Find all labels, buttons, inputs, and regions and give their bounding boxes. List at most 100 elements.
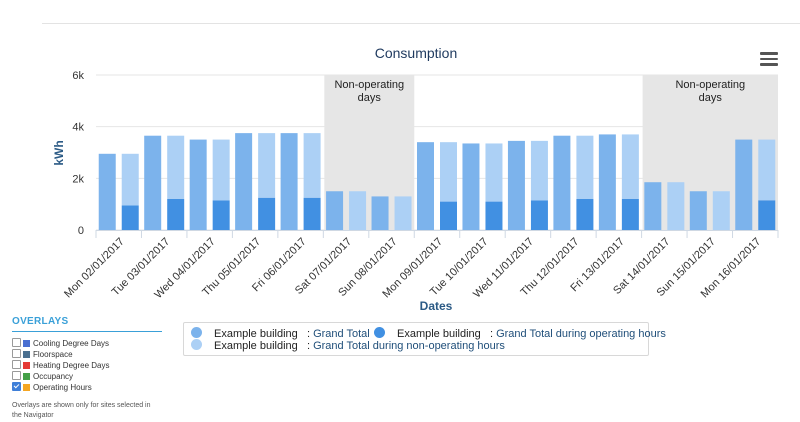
- legend-series: Grand Total during non-operating hours: [313, 340, 505, 352]
- checkbox[interactable]: [12, 338, 21, 347]
- bar-non-operating-hours: [121, 153, 139, 206]
- bar-non-operating-hours: [485, 143, 503, 202]
- bar-grand-total: [507, 140, 525, 230]
- legend-dot-icon: [191, 339, 202, 350]
- bar-non-operating-hours: [167, 135, 185, 199]
- bar-grand-total: [462, 143, 480, 230]
- overlay-swatch: [23, 384, 30, 391]
- bar-operating-hours: [258, 197, 276, 230]
- overlay-label: Operating Hours: [33, 383, 92, 392]
- overlay-label: Floorspace: [33, 350, 73, 359]
- legend-row-2: Example building : Grand Total during no…: [184, 338, 648, 354]
- bar-non-operating-hours: [576, 135, 594, 199]
- overlay-floorspace[interactable]: Floorspace: [12, 349, 162, 360]
- overlays-panel: OVERLAYS Cooling Degree Days Floorspace …: [12, 316, 162, 421]
- overlay-label: Heating Degree Days: [33, 361, 110, 370]
- bar-operating-hours: [212, 200, 230, 230]
- grid-lines: [96, 74, 778, 231]
- bar-grand-total: [326, 191, 344, 230]
- bar-grand-total: [371, 196, 389, 230]
- chart-title: Consumption: [375, 45, 458, 61]
- bar-operating-hours: [303, 197, 321, 230]
- bar-grand-total: [417, 142, 434, 230]
- bar-operating-hours: [530, 200, 548, 230]
- legend-dot-icon: [191, 327, 202, 338]
- band-label-line2: days: [358, 92, 382, 104]
- legend-series: Grand Total: [313, 328, 370, 340]
- y-tick-label: 2k: [72, 173, 84, 185]
- bar-non-operating-hours: [349, 191, 367, 230]
- y-tick-label: 4k: [72, 122, 84, 134]
- top-divider: [42, 23, 800, 24]
- overlays-title: OVERLAYS: [12, 316, 162, 332]
- checkbox[interactable]: [12, 349, 21, 358]
- legend-item-grand-total[interactable]: Example building : Grand Total: [191, 326, 370, 342]
- overlays-note: Overlays are shown only for sites select…: [12, 402, 151, 419]
- band-label-line2: days: [699, 92, 723, 104]
- legend-row-1: Example building : Grand Total Example b…: [184, 326, 666, 342]
- bar-grand-total: [189, 139, 207, 230]
- bar-non-operating-hours: [712, 191, 730, 230]
- bar-operating-hours: [621, 199, 639, 230]
- bar-grand-total: [280, 133, 298, 230]
- legend-series: Grand Total during operating hours: [496, 328, 666, 340]
- band-label-line1: Non-operating: [675, 79, 745, 91]
- bar-grand-total: [553, 135, 571, 230]
- overlay-cooling-degree-days[interactable]: Cooling Degree Days: [12, 338, 162, 349]
- bar-non-operating-hours: [303, 133, 321, 198]
- legend-building: Example building: [214, 328, 298, 340]
- bar-grand-total: [598, 134, 616, 230]
- overlay-swatch: [23, 340, 30, 347]
- bar-grand-total: [144, 135, 162, 230]
- checkbox-checked[interactable]: [12, 382, 21, 391]
- chart-menu-button[interactable]: [760, 52, 778, 66]
- chart-legend: Example building : Grand Total Example b…: [183, 322, 666, 356]
- band-label-line1: Non-operating: [334, 79, 404, 91]
- non-operating-band: [642, 75, 778, 230]
- consumption-chart: Consumption Non-operatingdaysNon-operati…: [52, 45, 779, 313]
- bar-grand-total: [98, 153, 116, 230]
- legend-building: Example building: [214, 340, 298, 352]
- legend-building: Example building: [397, 328, 481, 340]
- bar-non-operating-hours: [212, 139, 230, 201]
- overlay-heating-degree-days[interactable]: Heating Degree Days: [12, 360, 162, 371]
- checkbox[interactable]: [12, 371, 21, 380]
- hamburger-menu-icon-bar: [760, 63, 778, 66]
- overlay-swatch: [23, 373, 30, 380]
- legend-dot-icon: [374, 327, 385, 338]
- overlay-swatch: [23, 351, 30, 358]
- bar-operating-hours: [121, 205, 139, 230]
- bar-non-operating-hours: [394, 196, 412, 230]
- bar-grand-total: [735, 139, 753, 230]
- bar-operating-hours: [576, 199, 594, 230]
- legend-item-non-operating-hours[interactable]: Example building : Grand Total during no…: [191, 338, 505, 354]
- bar-non-operating-hours: [440, 142, 457, 202]
- y-axis-title: kWh: [52, 140, 66, 165]
- bar-grand-total: [644, 182, 662, 230]
- x-axis-title: Dates: [420, 299, 453, 313]
- legend-item-operating-hours[interactable]: Example building : Grand Total during op…: [374, 326, 666, 342]
- bar-non-operating-hours: [667, 182, 685, 230]
- y-tick-label: 6k: [72, 70, 84, 82]
- overlay-label: Cooling Degree Days: [33, 339, 110, 348]
- hamburger-menu-icon: [760, 52, 778, 55]
- overlay-occupancy[interactable]: Occupancy: [12, 371, 162, 382]
- bar-operating-hours: [167, 199, 185, 230]
- overlay-label: Occupancy: [33, 372, 74, 381]
- bar-operating-hours: [440, 201, 457, 230]
- bars: [98, 133, 776, 230]
- overlay-operating-hours[interactable]: Operating Hours: [12, 382, 162, 393]
- checkbox[interactable]: [12, 360, 21, 369]
- bar-non-operating-hours: [530, 140, 548, 201]
- bar-non-operating-hours: [258, 133, 276, 198]
- bar-non-operating-hours: [621, 134, 639, 199]
- bar-operating-hours: [485, 201, 503, 230]
- y-axis-ticks: 0 2k 4k 6k: [72, 70, 84, 237]
- legend-sep: :: [489, 328, 494, 340]
- legend-sep: :: [306, 340, 311, 352]
- bar-grand-total: [689, 191, 707, 230]
- hamburger-menu-icon-bar: [760, 57, 778, 60]
